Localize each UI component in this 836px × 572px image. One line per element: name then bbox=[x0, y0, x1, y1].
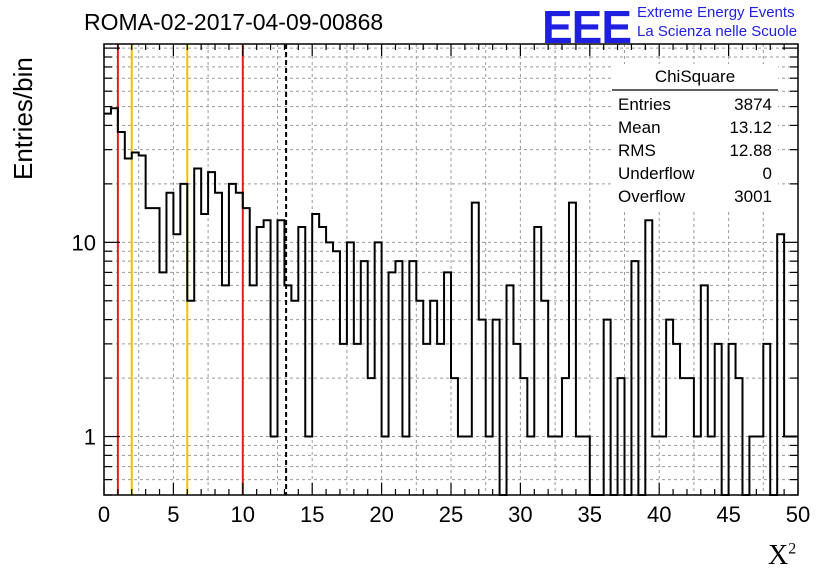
logo-line-1: Extreme Energy Events bbox=[637, 4, 795, 21]
y-tick-label: 10 bbox=[72, 230, 96, 255]
stats-label: RMS bbox=[618, 141, 656, 160]
x-axis-label-text: X bbox=[768, 540, 789, 571]
y-axis-label: Entries/bin bbox=[8, 57, 38, 180]
x-tick-label: 25 bbox=[439, 502, 463, 527]
x-tick-label: 45 bbox=[716, 502, 740, 527]
stats-value: 13.12 bbox=[729, 118, 772, 137]
stats-label: Underflow bbox=[618, 164, 695, 183]
stats-box bbox=[612, 64, 778, 212]
chart-title: ROMA-02-2017-04-09-00868 bbox=[84, 9, 384, 35]
x-tick-label: 35 bbox=[578, 502, 602, 527]
x-axis-label: X2 bbox=[768, 540, 796, 572]
x-tick-label: 40 bbox=[647, 502, 671, 527]
x-tick-label: 15 bbox=[300, 502, 324, 527]
x-tick-label: 0 bbox=[98, 502, 110, 527]
x-tick-label: 50 bbox=[786, 502, 810, 527]
stats-value: 3874 bbox=[734, 95, 772, 114]
histogram-outline bbox=[104, 107, 798, 496]
y-tick-label: 1 bbox=[84, 425, 96, 450]
logo-line-2: La Scienza nelle Scuole bbox=[637, 23, 798, 40]
x-tick-label: 30 bbox=[508, 502, 532, 527]
eee-logo: EEE bbox=[542, 1, 632, 53]
stats-value: 0 bbox=[763, 164, 772, 183]
stats-value: 12.88 bbox=[729, 141, 772, 160]
x-tick-label: 20 bbox=[369, 502, 393, 527]
x-tick-label: 5 bbox=[167, 502, 179, 527]
stats-label: Mean bbox=[618, 118, 661, 137]
stats-label: Entries bbox=[618, 95, 671, 114]
stats-value: 3001 bbox=[734, 187, 772, 206]
x-tick-label: 10 bbox=[231, 502, 255, 527]
x-axis-label-sup: 2 bbox=[788, 540, 797, 558]
stats-title: ChiSquare bbox=[655, 67, 735, 86]
stats-label: Overflow bbox=[618, 187, 686, 206]
